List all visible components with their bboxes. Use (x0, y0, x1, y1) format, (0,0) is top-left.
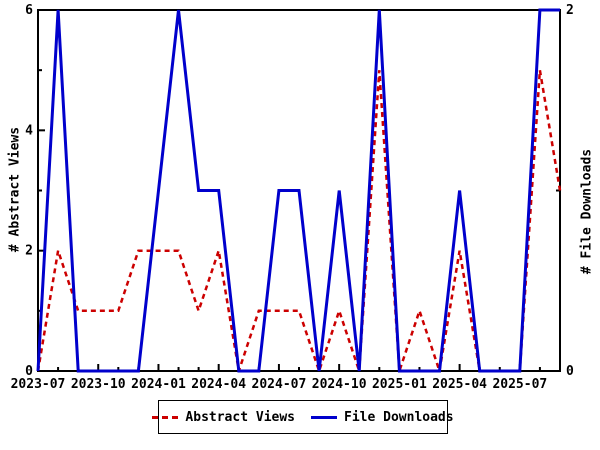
x-tick-label: 2025-01 (372, 377, 427, 392)
y-left-tick-label: 6 (25, 3, 33, 18)
y-right-tick-label: 2 (566, 3, 574, 18)
x-tick-label: 2025-07 (492, 377, 547, 392)
legend: Abstract Views File Downloads (152, 400, 454, 434)
solid-line-sample (311, 415, 337, 419)
x-tick-label: 2024-07 (252, 377, 307, 392)
legend-item-file-downloads: File Downloads (311, 410, 454, 425)
x-tick-label: 2024-04 (191, 377, 246, 392)
x-tick-label: 2025-04 (432, 377, 487, 392)
right-axis-title: # File Downloads (579, 148, 595, 275)
x-tick-label: 2023-10 (71, 377, 126, 392)
y-left-tick-label: 0 (25, 364, 33, 379)
legend-item-abstract-views: Abstract Views (152, 410, 295, 425)
x-tick-label: 2024-10 (312, 377, 367, 392)
series-line-abstract-views (36, 69, 562, 375)
dashed-line-sample (152, 415, 179, 419)
y-right-tick-label: 0 (566, 364, 574, 379)
x-tick-label: 2023-07 (11, 377, 66, 392)
legend-label-abstract-views: Abstract Views (185, 409, 295, 425)
series-line-file-downloads (36, 8, 560, 373)
left-axis-title: # Abstract Views (7, 126, 23, 253)
y-left-tick-label: 2 (25, 244, 33, 259)
x-tick-label: 2024-01 (131, 377, 186, 392)
y-left-tick-label: 4 (25, 123, 33, 138)
legend-label-file-downloads: File Downloads (344, 409, 454, 425)
